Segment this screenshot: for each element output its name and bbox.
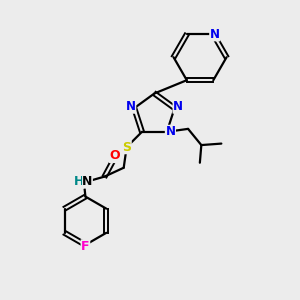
Text: N: N <box>82 176 93 188</box>
Text: N: N <box>126 100 136 113</box>
Text: O: O <box>110 149 120 163</box>
Text: N: N <box>210 28 220 41</box>
Text: N: N <box>173 100 183 113</box>
Text: S: S <box>122 141 131 154</box>
Text: N: N <box>165 125 176 138</box>
Text: H: H <box>74 176 84 188</box>
Text: F: F <box>81 240 90 253</box>
